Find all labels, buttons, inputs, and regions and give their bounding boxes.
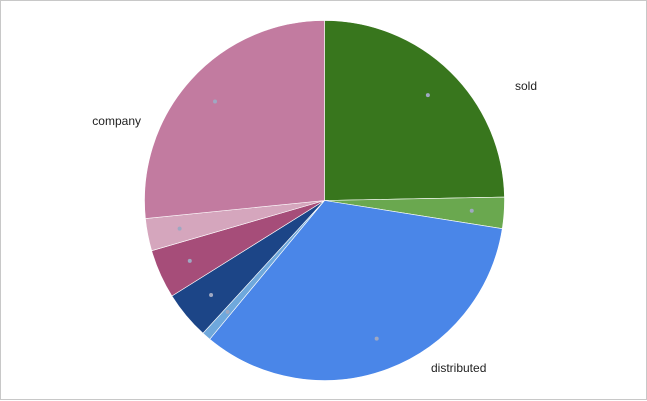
slice-marker-dot bbox=[187, 258, 192, 263]
slice-marker-dot bbox=[209, 292, 214, 297]
markers-layer bbox=[177, 93, 474, 341]
pie-slice-distributed[interactable] bbox=[209, 200, 503, 381]
labels-layer: sold distributed company bbox=[92, 79, 537, 375]
slice-label-company: company bbox=[92, 114, 141, 128]
pie-slice-sold[interactable] bbox=[324, 20, 505, 201]
slice-marker-dot bbox=[374, 336, 379, 341]
slice-marker-dot bbox=[213, 99, 218, 104]
pie-slice-company[interactable] bbox=[144, 20, 325, 219]
slice-marker-dot bbox=[425, 93, 430, 98]
slice-marker-dot bbox=[469, 208, 474, 213]
slice-marker-dot bbox=[177, 226, 182, 231]
slices-layer bbox=[144, 20, 505, 381]
slice-marker-dot bbox=[225, 309, 230, 314]
slice-label-distributed: distributed bbox=[431, 361, 486, 375]
slice-label-sold: sold bbox=[515, 79, 537, 93]
